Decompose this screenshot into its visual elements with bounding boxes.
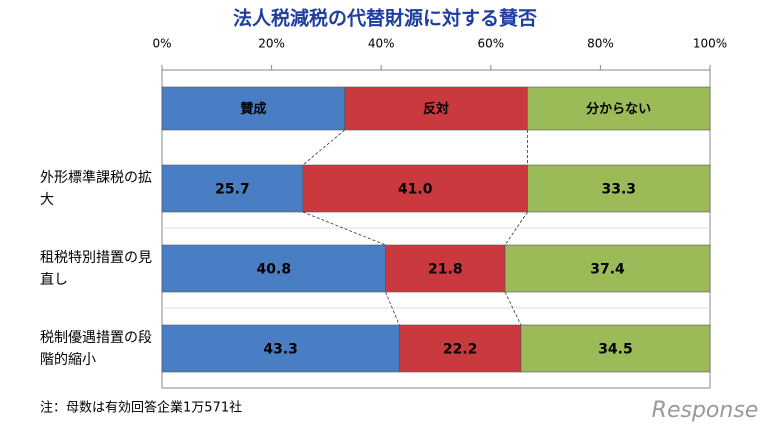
bar bbox=[161, 164, 304, 213]
y-tick-label: 租税特別措置の見直し bbox=[40, 249, 152, 288]
chart-title: 法人税減税の代替財源に対する賛否 bbox=[233, 7, 537, 30]
bar bbox=[302, 164, 528, 213]
x-tick-label: 0% bbox=[152, 37, 171, 51]
x-tick-label: 60% bbox=[477, 37, 504, 51]
data-label: 33.3 bbox=[601, 182, 636, 198]
x-tick-label: 100% bbox=[693, 37, 727, 51]
bar bbox=[527, 164, 711, 213]
data-label: 43.3 bbox=[263, 342, 298, 358]
connector bbox=[302, 129, 345, 166]
connector bbox=[504, 291, 522, 326]
legend-label: 賛成 bbox=[240, 101, 266, 117]
data-label: 34.5 bbox=[598, 342, 633, 358]
data-label: 21.8 bbox=[428, 262, 463, 278]
legend-label: 反対 bbox=[423, 101, 449, 117]
bar bbox=[504, 244, 711, 293]
x-tick-label: 40% bbox=[368, 37, 395, 51]
data-label: 40.8 bbox=[257, 262, 292, 278]
data-label: 41.0 bbox=[398, 182, 433, 198]
bar bbox=[398, 324, 522, 373]
y-tick-label: 税制優遇措置の段階的縮小 bbox=[40, 329, 152, 368]
legend-swatch bbox=[161, 86, 345, 131]
data-label: 25.7 bbox=[215, 182, 250, 198]
logo: Response bbox=[652, 398, 759, 423]
connector bbox=[504, 211, 528, 246]
bar bbox=[385, 244, 506, 293]
legend-swatch bbox=[527, 86, 711, 131]
plot-frame bbox=[161, 69, 711, 389]
data-label: 37.4 bbox=[590, 262, 625, 278]
bar bbox=[161, 244, 386, 293]
legend-label: 分からない bbox=[586, 101, 651, 117]
note: 注：母数は有効回答企業1万571社 bbox=[40, 400, 242, 416]
legend-swatch bbox=[344, 86, 528, 131]
y-tick-label: 外形標準課税の拡大 bbox=[40, 169, 152, 208]
x-tick-label: 20% bbox=[258, 37, 285, 51]
x-tick-label: 80% bbox=[587, 37, 614, 51]
bar bbox=[520, 324, 711, 373]
bar bbox=[161, 324, 400, 373]
connector bbox=[385, 291, 400, 326]
data-label: 22.2 bbox=[443, 342, 478, 358]
